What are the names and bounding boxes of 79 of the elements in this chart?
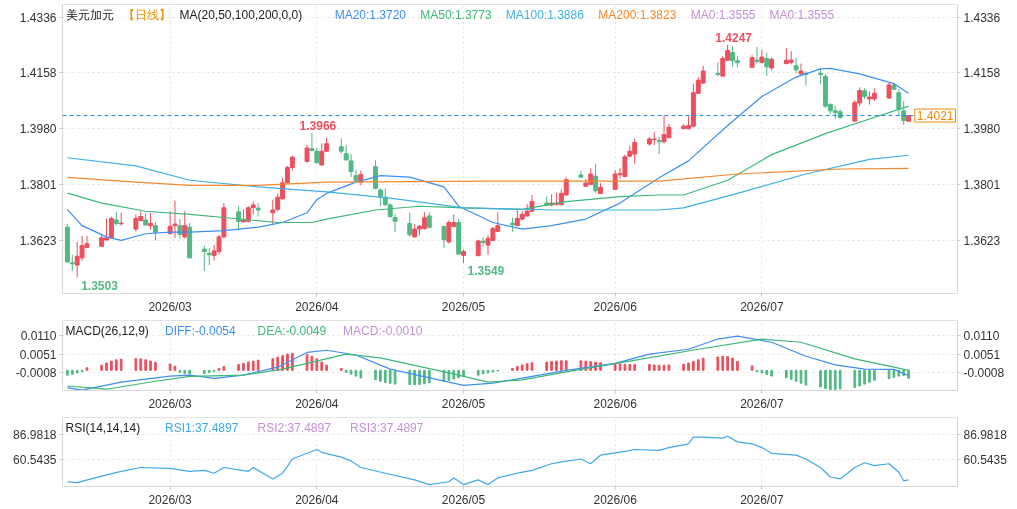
x-tick-label: 2026/06	[593, 299, 638, 314]
annotation: MACD:-0.0010	[343, 323, 423, 338]
y2-tick-label: 1.3980	[963, 121, 1001, 136]
x-tick-label: 2026/06	[593, 492, 638, 507]
x-tick-label: 2026/04	[295, 492, 339, 507]
candlestick	[319, 142, 325, 167]
candlestick	[901, 100, 907, 126]
y-tick-label: 0.0051	[19, 347, 57, 362]
candlestick	[270, 199, 276, 225]
annotation: 1.3966	[299, 118, 337, 133]
y2-tick-label: 0.0051	[963, 347, 1001, 362]
annotation: 1.4247	[715, 30, 753, 45]
y2-tick-label: 1.3801	[963, 177, 1001, 192]
text: MA200:1.3823	[598, 7, 677, 22]
y2-tick-label: -0.0008	[963, 366, 1005, 381]
candlestick	[480, 236, 486, 248]
x-tick-label: 2026/05	[441, 299, 486, 314]
annotation: 1.3503	[81, 278, 119, 293]
y-tick-label: 1.3623	[19, 233, 57, 248]
candlestick	[759, 49, 765, 65]
x-tick-label: 2026/03	[148, 299, 193, 314]
annotation: 1.3549	[467, 264, 505, 279]
x-tick-label: 2026/03	[148, 396, 193, 411]
chart-subtitle: 【日线】	[122, 7, 171, 22]
text: MA20:1.3720	[334, 7, 407, 22]
y2-tick-label: 0.0110	[963, 328, 1000, 343]
y2-tick-label: 1.4158	[963, 66, 1001, 81]
y-tick-label: 0.0110	[20, 328, 57, 343]
candlestick	[348, 153, 354, 178]
annotation: MA0:1.3555	[690, 7, 756, 22]
text: MA50:1.3773	[420, 7, 492, 22]
candlestick	[182, 210, 188, 239]
y-tick-label: 1.4158	[19, 66, 57, 81]
annotation: RSI3:37.4897	[350, 420, 424, 435]
x-tick-label: 2026/03	[148, 492, 193, 507]
y2-tick-label: 86.9818	[963, 427, 1008, 442]
x-tick-label: 2026/05	[441, 492, 486, 507]
text: MA100:1.3886	[505, 7, 585, 22]
candlestick	[793, 57, 799, 74]
y2-tick-label: 1.4336	[963, 10, 1001, 25]
y-tick-label: 1.4336	[19, 10, 57, 25]
candlestick	[798, 63, 804, 76]
y-tick-label: 86.9818	[13, 427, 57, 442]
annotation: MA0:1.3555	[769, 7, 835, 22]
text: DIFF:-0.0054	[164, 323, 236, 338]
ref-line-label: 1.4021	[916, 109, 954, 124]
y2-tick-label: 60.5435	[963, 452, 1008, 467]
y-tick-label: -0.0008	[15, 366, 57, 381]
series-label: DEA:-0.0049	[257, 323, 327, 338]
candlestick	[715, 61, 721, 77]
line-series	[66, 154, 910, 211]
line-series	[66, 167, 910, 186]
legend-title: MA(20,50,100,200,0,0)	[179, 7, 303, 22]
chart-title: MACD(26,12,9)	[65, 323, 149, 338]
x-tick-label: 2026/07	[740, 299, 784, 314]
line-series	[66, 105, 910, 224]
x-tick-label: 2026/04	[295, 299, 339, 314]
y-tick-label: 1.3980	[19, 121, 57, 136]
candlestick	[764, 52, 770, 77]
chart-title: RSI(14,14,14)	[65, 420, 141, 435]
candlestick	[754, 46, 760, 65]
x-tick-label: 2026/07	[740, 396, 784, 411]
candlestick	[255, 202, 261, 218]
x-tick-label: 2026/05	[441, 396, 486, 411]
candlestick	[896, 88, 902, 116]
line-series	[66, 67, 910, 241]
y-tick-label: 1.3801	[19, 177, 57, 192]
candlestick	[152, 221, 158, 241]
line-series	[66, 435, 910, 486]
x-tick-label: 2026/07	[740, 492, 784, 507]
text: RSI1:37.4897	[164, 420, 239, 435]
x-tick-label: 2026/06	[593, 396, 638, 411]
candlestick	[407, 212, 413, 238]
candlestick	[201, 245, 207, 272]
chart-title: 美元加元	[65, 7, 114, 22]
x-tick-label: 2026/04	[295, 396, 339, 411]
annotation: RSI2:37.4897	[257, 420, 332, 435]
y-tick-label: 60.5435	[13, 452, 57, 467]
y2-tick-label: 1.3623	[963, 233, 1001, 248]
